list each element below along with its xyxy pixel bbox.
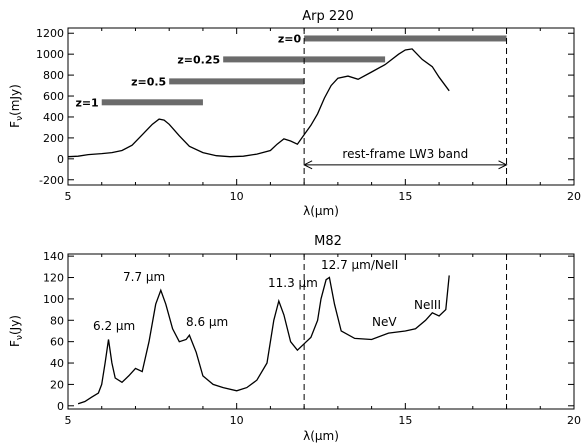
- arp220-ytick-label: 1000: [36, 48, 64, 61]
- m82-xlabel: λ(μm): [303, 429, 339, 443]
- m82-ytick-label: 60: [50, 336, 64, 349]
- m82-panel: M82 5 10 15 20 0 20 40 60 80 100 120 140 6.2 μm 7.7…: [8, 234, 581, 443]
- arp220-panel: Arp 220 5 10 15 20 -200 0 200 400 600 800 1000 1200…: [8, 9, 581, 218]
- arp220-frame: [67, 27, 575, 186]
- m82-ytick-label: 0: [57, 400, 64, 413]
- redshift-bar: [169, 78, 305, 85]
- m82-xtick-label: 5: [65, 414, 72, 427]
- arp220-xtick-label: 15: [398, 190, 412, 203]
- arp220-spectrum-line: [67, 48, 450, 158]
- arp220-xtick-label: 20: [567, 190, 581, 203]
- annotation-neiii: NeIII: [414, 298, 441, 312]
- m82-ytick-label: 100: [43, 293, 64, 306]
- m82-ytick-label: 40: [50, 357, 64, 370]
- arp220-ytick-label: 200: [43, 132, 64, 145]
- redshift-label: z=0.5: [131, 75, 166, 88]
- arp220-redshift-bars: z=0 z=0.25 z=0.5 z=1: [75, 32, 507, 109]
- lw3-band-label: rest-frame LW3 band: [342, 147, 468, 161]
- redshift-label: z=0.25: [177, 53, 220, 66]
- m82-frame: [67, 253, 575, 410]
- m82-ytick-label: 20: [50, 378, 64, 391]
- m82-xtick-label: 15: [398, 414, 412, 427]
- m82-xtick-label: 20: [567, 414, 581, 427]
- arp220-ytick-label: 400: [43, 111, 64, 124]
- m82-ylabel: Fν(Jy): [8, 315, 25, 347]
- m82-ytick-label: 80: [50, 314, 64, 327]
- arp220-ytick-label: -200: [39, 174, 64, 187]
- annotation-6-2: 6.2 μm: [93, 319, 135, 333]
- arp220-ytick-label: 800: [43, 69, 64, 82]
- m82-vlines: [303, 254, 508, 409]
- arp220-ylabel: Fν(mJy): [8, 84, 25, 128]
- band-arrow-head-right: [498, 160, 508, 170]
- redshift-label: z=1: [75, 96, 98, 109]
- m82-title: M82: [314, 234, 342, 249]
- m82-ytick-label: 140: [43, 250, 64, 263]
- redshift-bar: [304, 35, 507, 42]
- arp220-ytick-label: 1200: [36, 27, 64, 40]
- m82-ytick-label: 120: [43, 272, 64, 285]
- band-arrow-head-left: [303, 160, 313, 170]
- redshift-bar: [101, 99, 203, 106]
- m82-xtick-label: 10: [230, 414, 244, 427]
- annotation-8-6: 8.6 μm: [186, 315, 228, 329]
- redshift-label: z=0: [278, 32, 302, 45]
- annotation-7-7: 7.7 μm: [123, 270, 165, 284]
- arp220-ticks: 5 10 15 20 -200 0 200 400 600 800 1000 1200: [36, 27, 581, 203]
- arp220-xlabel: λ(μm): [303, 204, 339, 218]
- arp220-ytick-label: 0: [57, 153, 64, 166]
- annotation-12-7: 12.7 μm/NeII: [321, 258, 398, 272]
- annotation-nev: NeV: [372, 315, 397, 329]
- lw3-band-arrow: rest-frame LW3 band: [303, 147, 508, 170]
- arp220-xtick-label: 5: [65, 190, 72, 203]
- arp220-ytick-label: 600: [43, 90, 64, 103]
- annotation-11-3: 11.3 μm: [268, 276, 318, 290]
- arp220-title: Arp 220: [302, 9, 353, 24]
- arp220-xtick-label: 10: [230, 190, 244, 203]
- m82-spectrum-line: [77, 275, 450, 405]
- m82-ticks: 5 10 15 20 0 20 40 60 80 100 120 140: [43, 250, 581, 427]
- arp220-vlines: [303, 28, 508, 185]
